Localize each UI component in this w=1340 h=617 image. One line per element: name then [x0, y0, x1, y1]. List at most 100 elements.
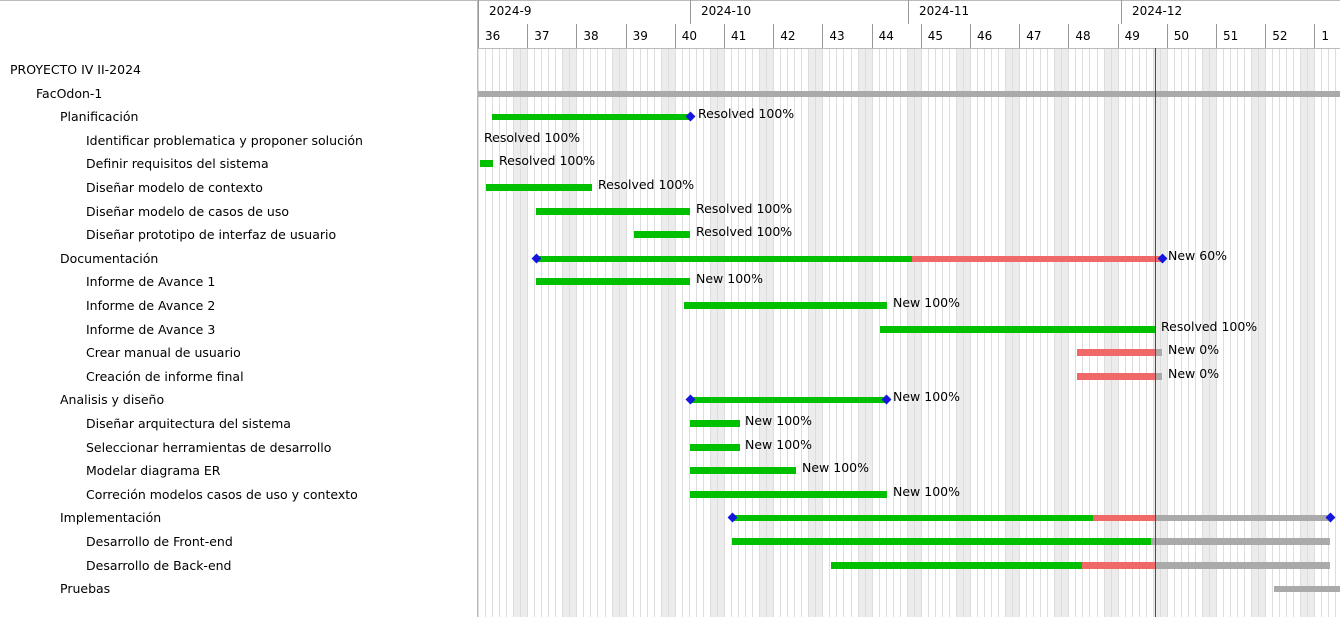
subject-row[interactable]: Definir requisitos del sistema [86, 156, 269, 172]
parent-task-bar[interactable] [1093, 515, 1155, 522]
day-column [1244, 48, 1252, 617]
day-column [604, 48, 613, 617]
day-column [1335, 48, 1340, 617]
task-status-label: Resolved 100% [598, 177, 695, 192]
parent-task-bar[interactable] [536, 255, 912, 262]
week-header: 38 [576, 24, 625, 48]
subject-row[interactable]: Desarrollo de Back-end [86, 557, 232, 573]
task-bar[interactable] [684, 302, 887, 309]
day-column [794, 48, 802, 617]
subject-row[interactable]: Diseñar arquitectura del sistema [86, 416, 291, 431]
task-bar[interactable] [536, 207, 690, 215]
day-column [787, 48, 795, 617]
day-column [597, 48, 605, 617]
task-bar[interactable] [1082, 561, 1155, 569]
subject-row[interactable]: Informe de Avance 2 [86, 298, 216, 313]
task-bar[interactable] [536, 278, 690, 286]
subject-row[interactable]: Informe de Avance 1 [86, 274, 216, 290]
subject-row[interactable]: Planificación [60, 109, 139, 125]
parent-task-bar[interactable] [1155, 515, 1330, 522]
task-bar[interactable] [1155, 561, 1330, 569]
day-column [878, 48, 887, 617]
day-column [695, 48, 704, 617]
day-column [1321, 48, 1329, 617]
task-status-label: Resolved 100% [698, 106, 795, 122]
subject-row[interactable]: Analisis y diseño [60, 392, 165, 408]
gantt-header: 2024-9 2024-10 2024-11 2024-12 36 37 38 39 40 41 4… [478, 0, 1340, 49]
task-status-label: New 100% [893, 295, 960, 310]
parent-task-bar[interactable] [732, 515, 1093, 522]
month-header: 2024-10 [690, 0, 908, 24]
subject-row[interactable]: Diseñar modelo de contexto [86, 180, 263, 195]
day-column [639, 48, 648, 617]
week-header: 44 [871, 24, 921, 48]
week-header: 41 [724, 24, 773, 48]
day-column [513, 48, 522, 617]
subject-row[interactable]: Crear manual de usuario [86, 345, 241, 361]
week-header: 42 [773, 24, 822, 48]
parent-task-bar[interactable] [478, 90, 1340, 97]
task-bar[interactable] [1155, 372, 1162, 380]
day-column [850, 48, 859, 617]
task-bar[interactable] [1077, 349, 1155, 357]
subject-row[interactable]: Correción modelos casos de uso y context… [86, 486, 358, 502]
parent-task-bar[interactable] [1274, 586, 1340, 593]
parent-task-bar[interactable] [690, 397, 886, 404]
day-column [1194, 48, 1203, 617]
subject-row[interactable]: Informe de Avance 3 [86, 321, 216, 337]
task-status-label: Resolved 100% [696, 224, 793, 240]
subject-row[interactable]: Modelar diagrama ER [86, 463, 221, 479]
task-bar[interactable] [880, 325, 1155, 333]
task-bar[interactable] [732, 538, 1151, 545]
task-bar[interactable] [1151, 538, 1330, 545]
task-status-label: Resolved 100% [696, 200, 793, 216]
day-column [1279, 48, 1287, 617]
task-bar[interactable] [634, 231, 690, 239]
day-column [1180, 48, 1189, 617]
day-column [611, 48, 620, 617]
task-bar[interactable] [831, 561, 1082, 569]
day-column [576, 48, 584, 617]
subject-row[interactable]: Pruebas [60, 581, 111, 597]
week-header: 51 [1216, 24, 1265, 48]
subject-row[interactable]: PROYECTO IV II-2024 [10, 62, 141, 77]
day-column [506, 48, 514, 617]
parent-task-bar[interactable] [912, 255, 1162, 262]
day-column [1251, 48, 1260, 617]
day-column [646, 48, 655, 617]
day-column [485, 48, 493, 617]
subject-row[interactable]: Implementación [60, 510, 162, 526]
day-column [1307, 48, 1316, 617]
day-column [857, 48, 866, 617]
subject-row[interactable]: Diseñar prototipo de interfaz de usuario [86, 227, 337, 243]
day-column [745, 48, 753, 617]
task-bar[interactable] [690, 420, 740, 427]
task-bar[interactable] [690, 490, 887, 498]
task-bar[interactable] [1077, 372, 1155, 380]
task-status-label: Resolved 100% [1161, 318, 1258, 334]
task-status-label: New 60% [1168, 247, 1228, 263]
day-column [1223, 48, 1231, 617]
week-header: 45 [920, 24, 970, 48]
week-header: 50 [1166, 24, 1216, 48]
task-bar[interactable] [486, 184, 592, 191]
day-column [1286, 48, 1294, 617]
subject-row[interactable]: Creación de informe final [86, 368, 244, 384]
task-bar[interactable] [480, 160, 493, 168]
subject-row[interactable]: Desarrollo de Front-end [86, 534, 233, 549]
task-bar[interactable] [1155, 349, 1162, 357]
day-column [766, 48, 775, 617]
day-column [492, 48, 500, 617]
subject-row[interactable]: Identificar problematica y proponer solu… [86, 132, 363, 148]
task-status-label: New 100% [745, 413, 812, 428]
day-column [829, 48, 837, 617]
subject-row[interactable]: Diseñar modelo de casos de uso [86, 203, 289, 219]
task-bar[interactable] [690, 443, 740, 451]
subject-row[interactable]: FacOdon-1 [36, 85, 103, 101]
subject-row[interactable]: Documentación [60, 250, 159, 266]
subject-row[interactable]: Seleccionar herramientas de desarrollo [86, 439, 332, 455]
day-column [478, 48, 486, 617]
parent-task-bar[interactable] [492, 114, 690, 121]
task-bar[interactable] [690, 467, 796, 475]
